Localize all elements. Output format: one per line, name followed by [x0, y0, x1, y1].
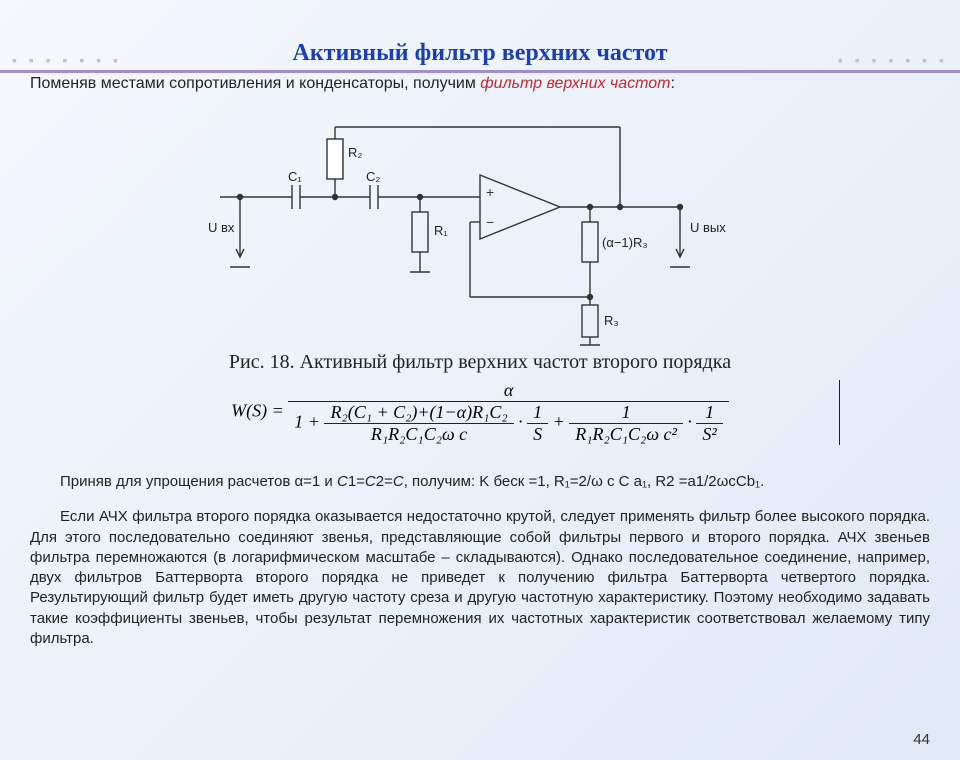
label-R1: R₁: [434, 223, 448, 238]
intro-prefix: Поменяв местами сопротивления и конденса…: [30, 75, 480, 92]
figure-caption: Рис. 18. Активный фильтр верхних частот …: [0, 351, 960, 374]
top-decoration: ▪ ▪ ▪ ▪ ▪ ▪ ▪ ▪ ▪ ▪ ▪ ▪ ▪ ▪: [0, 40, 960, 68]
formula-end-bar: [839, 380, 840, 445]
frac3-num: 1: [569, 402, 683, 424]
frac4-num: 1: [696, 402, 722, 424]
intro-text: Поменяв местами сопротивления и конденса…: [30, 75, 930, 93]
label-Uout: U вых: [690, 220, 726, 235]
circuit-diagram: + − R₂ C₁ C₂ R₁ (α−1)R₃ R₃ U вх U вых: [180, 97, 780, 347]
circuit-svg: + − R₂ C₁ C₂ R₁ (α−1)R₃ R₃ U вх U вых: [180, 97, 780, 347]
formula-num: α: [288, 380, 729, 402]
intro-emphasis: фильтр верхних частот: [480, 75, 670, 92]
label-C2: C₂: [366, 169, 380, 184]
svg-text:−: −: [486, 214, 494, 230]
label-R2: R₂: [348, 145, 362, 160]
plus: +: [553, 412, 565, 432]
body-para-2: Если АЧХ фильтра второго порядка оказыва…: [30, 507, 930, 649]
intro-suffix: :: [670, 75, 674, 92]
frac2-den: S: [527, 424, 548, 445]
den-frac1-den: R₁R₂C₁C₂ω c: [324, 424, 513, 445]
mul2: ·: [687, 412, 692, 432]
transfer-function-formula: W(S) = α 1 + R₂(C₁ + C₂)+(1−α)R₁C₂ R₁R₂C…: [130, 380, 830, 445]
den-frac1-num: R₂(C₁ + C₂)+(1−α)R₁C₂: [324, 402, 513, 424]
top-horizontal-rule: [0, 70, 960, 73]
frac3-den: R₁R₂C₁C₂ω c²: [569, 424, 683, 445]
dots-left: ▪ ▪ ▪ ▪ ▪ ▪ ▪: [0, 52, 134, 68]
label-aR3: (α−1)R₃: [602, 235, 648, 250]
formula-lhs: W(S) =: [231, 401, 284, 421]
den-a: 1 +: [294, 412, 320, 432]
svg-text:+: +: [486, 184, 494, 200]
body-para-1: Приняв для упрощения расчетов α=1 и С1=С…: [30, 472, 930, 492]
mul1: ·: [518, 412, 523, 432]
label-C1: C₁: [288, 169, 302, 184]
label-Uin: U вх: [208, 220, 235, 235]
label-R3: R₃: [604, 313, 619, 328]
frac2-num: 1: [527, 402, 548, 424]
page-number: 44: [913, 731, 930, 748]
frac4-den: S²: [696, 424, 722, 445]
body-text: Приняв для упрощения расчетов α=1 и С1=С…: [0, 445, 960, 649]
dots-right: ▪ ▪ ▪ ▪ ▪ ▪ ▪: [826, 52, 960, 68]
